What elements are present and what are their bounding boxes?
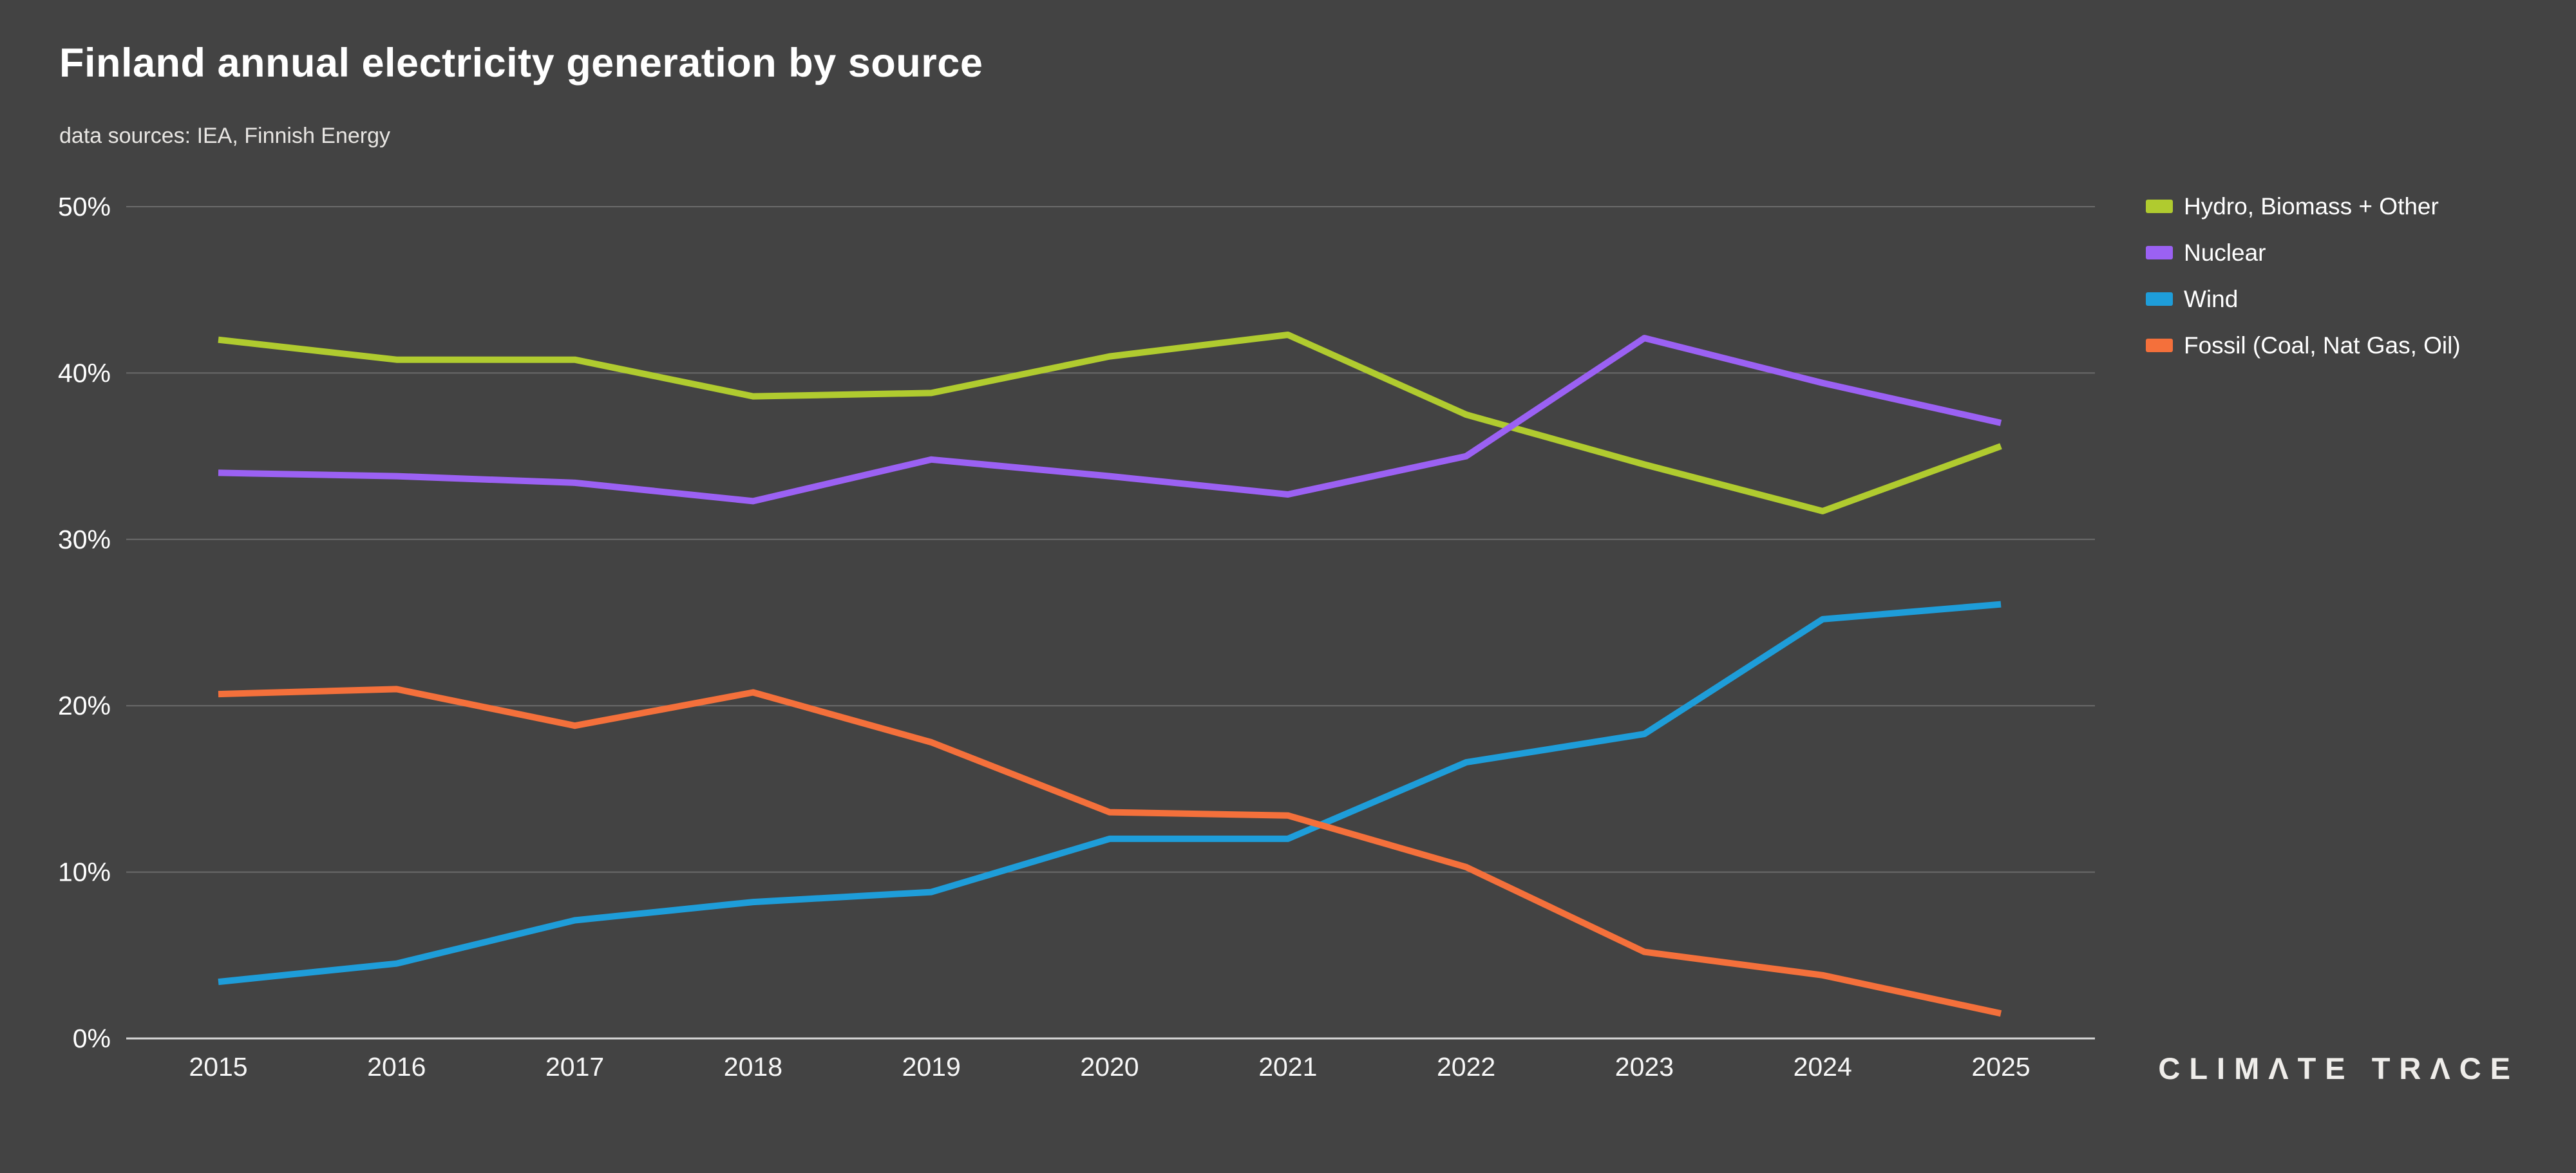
legend-swatch-icon	[2146, 339, 2173, 352]
y-axis-label: 50%	[58, 192, 111, 221]
x-axis-label: 2021	[1258, 1052, 1317, 1082]
x-axis-label: 2017	[545, 1052, 604, 1082]
legend-item: Hydro, Biomass + Other	[2146, 192, 2461, 221]
legend-swatch-icon	[2146, 246, 2173, 259]
x-axis-label: 2022	[1437, 1052, 1495, 1082]
y-axis-label: 0%	[73, 1024, 111, 1053]
data-sources-note: data sources: IEA, Finnish Energy	[59, 124, 391, 148]
x-axis-label: 2018	[724, 1052, 782, 1082]
line-fossil-coal-nat-gas-oil	[218, 686, 2002, 1017]
legend-item: Wind	[2146, 285, 2461, 314]
chart-svg: 0% 10% 20% 30% 40% 50% 2015 2016 2017 2018 2019 202…	[58, 192, 2095, 1082]
x-axis-label: 2023	[1615, 1052, 1674, 1082]
legend-swatch-icon	[2146, 200, 2173, 213]
page-title: Finland annual electricity generation by…	[59, 41, 983, 86]
legend-item: Nuclear	[2146, 238, 2461, 267]
x-axis-label: 2025	[1971, 1052, 2030, 1082]
legend-item: Fossil (Coal, Nat Gas, Oil)	[2146, 331, 2461, 360]
x-axis-label: 2019	[902, 1052, 961, 1082]
legend-label: Nuclear	[2184, 239, 2266, 266]
legend-label: Fossil (Coal, Nat Gas, Oil)	[2184, 332, 2461, 359]
climate-trace-logo: CLIMΛTE TRΛCE	[2158, 1051, 2519, 1085]
line-wind	[218, 601, 2002, 986]
legend-label: Wind	[2184, 285, 2239, 312]
y-axis-label: 20%	[58, 691, 111, 720]
line-nuclear	[218, 335, 2002, 505]
legend-swatch-icon	[2146, 292, 2173, 306]
plot-area: 0% 10% 20% 30% 40% 50% 2015 2016 2017 2018 2019 202…	[58, 192, 2095, 1082]
x-axis-label: 2015	[189, 1052, 247, 1082]
x-axis-label: 2016	[367, 1052, 426, 1082]
x-axis-label: 2020	[1080, 1052, 1139, 1082]
y-axis-label: 40%	[58, 358, 111, 388]
x-axis-label: 2024	[1794, 1052, 1852, 1082]
y-axis-label: 10%	[58, 858, 111, 887]
legend-label: Hydro, Biomass + Other	[2184, 192, 2439, 220]
line-hydro-biomass-other	[218, 332, 2002, 514]
y-axis-label: 30%	[58, 525, 111, 554]
legend: Hydro, Biomass + Other Nuclear Wind Fossil …	[2146, 192, 2461, 360]
